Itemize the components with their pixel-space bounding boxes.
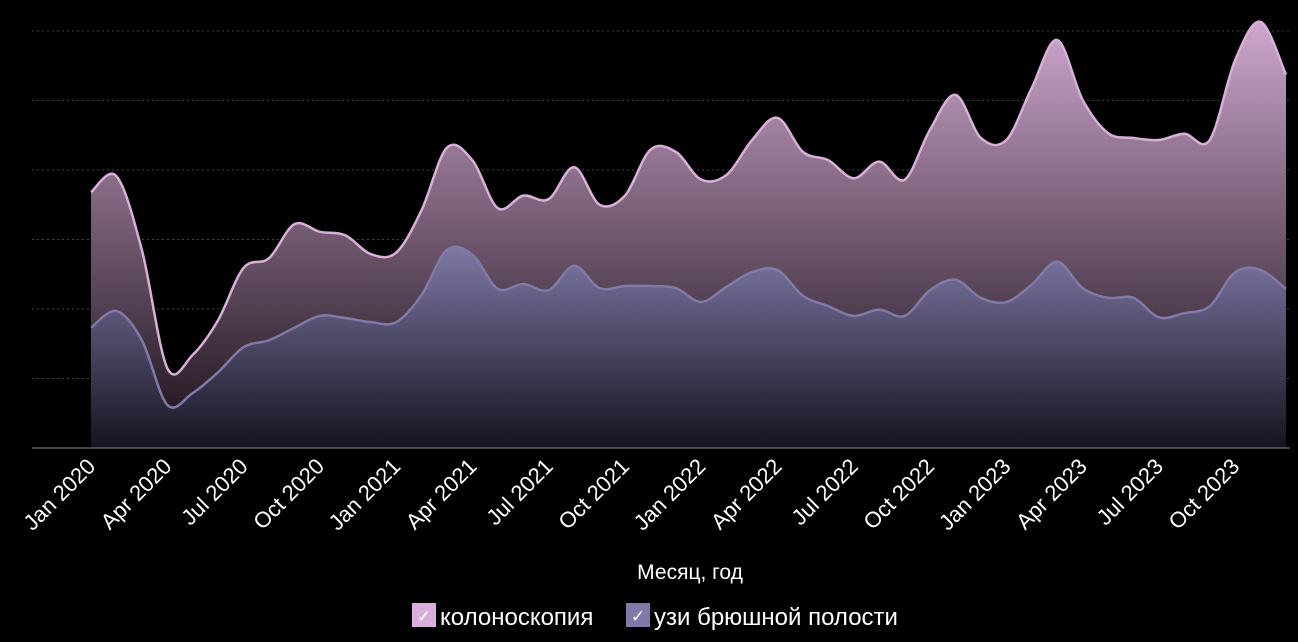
line: [90, 20, 1288, 376]
legend-swatch[interactable]: [626, 603, 650, 627]
legend: ✓ колоноскопия ✓ узи брюшной полости: [412, 603, 898, 631]
area: [91, 246, 1286, 448]
x-tick-label: Oct 2021: [553, 454, 634, 535]
x-tick-label: Jul 2020: [176, 454, 253, 531]
x-tick-label: Apr 2022: [706, 454, 787, 535]
x-tick-label: Apr 2020: [96, 454, 177, 535]
legend-label: колоноскопия: [440, 604, 593, 631]
legend-label: узи брюшной полости: [654, 604, 898, 631]
x-tick-label: Jan 2022: [629, 454, 711, 536]
x-tick-label: Oct 2022: [858, 454, 939, 535]
x-tick-label: Jan 2021: [324, 454, 406, 536]
x-tick-label: Oct 2020: [248, 454, 329, 535]
x-axis-title: Месяц, год: [637, 561, 743, 584]
legend-check: ✓: [631, 607, 645, 626]
line: [90, 245, 1287, 409]
x-tick-label: Apr 2021: [401, 454, 482, 535]
legend-check: ✓: [417, 607, 431, 626]
x-tick-label: Jan 2020: [18, 454, 100, 536]
x-tick-label: Jul 2023: [1092, 454, 1169, 531]
x-tick-label: Jul 2021: [481, 454, 558, 531]
x-tick-label: Oct 2023: [1164, 454, 1245, 535]
x-tick-label: Jul 2022: [786, 454, 863, 531]
legend-swatch[interactable]: [412, 603, 436, 627]
x-tick-label: Apr 2023: [1011, 454, 1092, 535]
x-tick-label: Jan 2023: [934, 454, 1016, 536]
